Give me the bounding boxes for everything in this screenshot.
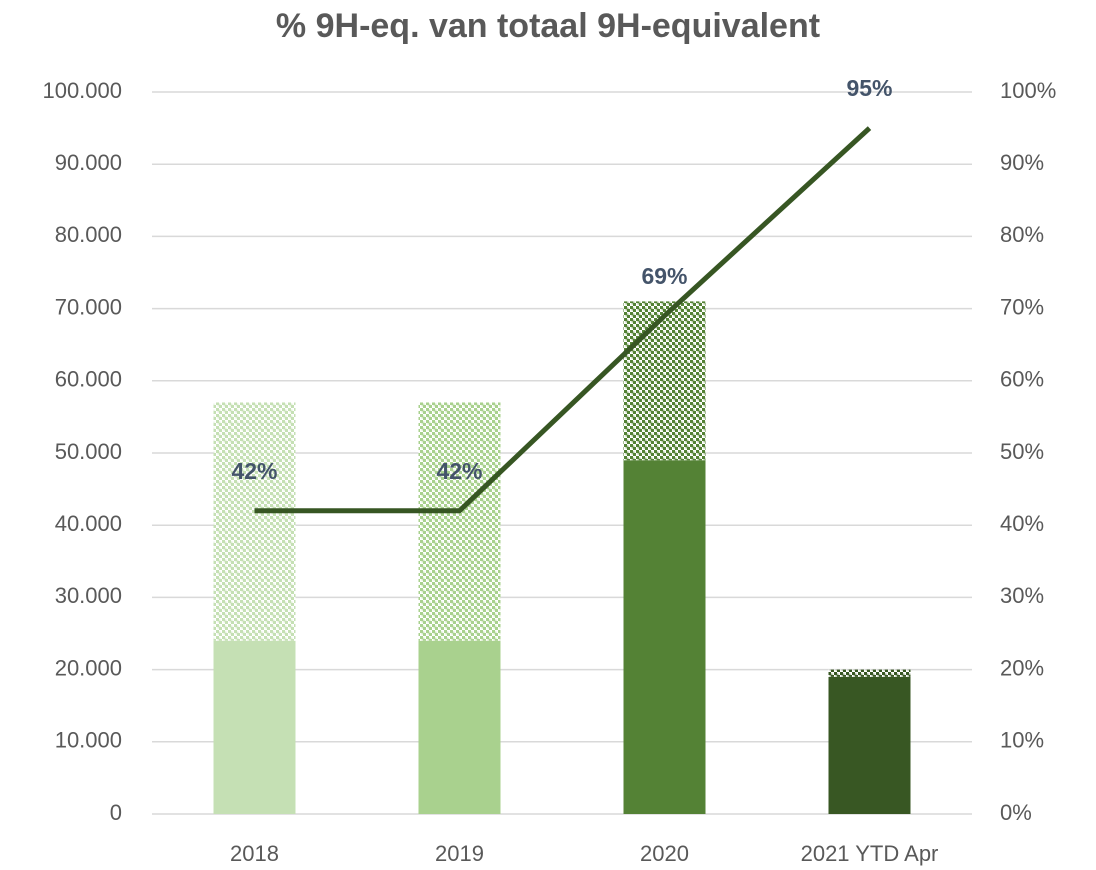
y2-tick-label: 20% xyxy=(1000,655,1044,680)
y2-tick-label: 60% xyxy=(1000,367,1044,392)
y2-tick-label: 100% xyxy=(1000,78,1056,103)
y-tick-label: 50.000 xyxy=(55,439,122,464)
data-label: 42% xyxy=(436,458,482,484)
y2-tick-label: 30% xyxy=(1000,583,1044,608)
bar-segment xyxy=(828,676,911,814)
data-label: 95% xyxy=(846,75,892,101)
line xyxy=(254,126,872,514)
y-tick-label: 0 xyxy=(110,800,122,825)
bar-segment xyxy=(418,402,501,641)
y2-tick-label: 90% xyxy=(1000,150,1044,175)
bar-segment xyxy=(213,402,296,641)
y2-tick-label: 50% xyxy=(1000,439,1044,464)
y2-tick-label: 10% xyxy=(1000,728,1044,753)
bar-segment xyxy=(623,460,706,814)
y-tick-label: 10.000 xyxy=(55,728,122,753)
chart-title: % 9H-eq. van totaal 9H-equivalent xyxy=(276,7,820,45)
x-tick-label: 2021 YTD Apr xyxy=(801,841,939,866)
bar-segment xyxy=(418,640,501,814)
y-tick-label: 100.000 xyxy=(42,78,122,103)
bar-segment xyxy=(623,301,706,461)
data-label: 42% xyxy=(231,458,277,484)
y2-tick-label: 80% xyxy=(1000,222,1044,247)
y2-tick-label: 0% xyxy=(1000,800,1032,825)
y-tick-label: 30.000 xyxy=(55,583,122,608)
y-tick-label: 80.000 xyxy=(55,222,122,247)
y-tick-label: 40.000 xyxy=(55,511,122,536)
y-tick-label: 60.000 xyxy=(55,367,122,392)
x-tick-label: 2018 xyxy=(230,841,279,866)
data-label: 69% xyxy=(641,263,687,289)
bar-segment xyxy=(828,669,911,677)
y-tick-label: 20.000 xyxy=(55,655,122,680)
x-tick-label: 2020 xyxy=(640,841,689,866)
y2-tick-label: 40% xyxy=(1000,511,1044,536)
x-tick-label: 2019 xyxy=(435,841,484,866)
y-tick-label: 90.000 xyxy=(55,150,122,175)
y-tick-label: 70.000 xyxy=(55,294,122,319)
y2-tick-label: 70% xyxy=(1000,294,1044,319)
bar-segment xyxy=(213,640,296,814)
